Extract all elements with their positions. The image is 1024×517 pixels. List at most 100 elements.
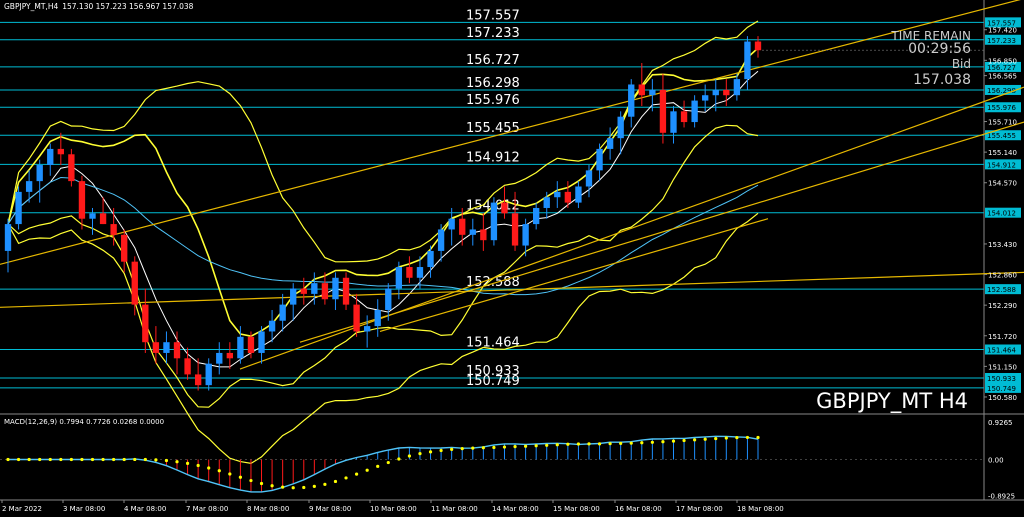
candle-body [363, 326, 371, 332]
macd-signal-dot [439, 448, 443, 453]
macd-signal-dot [217, 469, 221, 473]
candle-body [321, 283, 329, 300]
macd-signal-dot [745, 435, 750, 440]
macd-signal-dot [249, 478, 253, 483]
candle-body [416, 267, 424, 278]
level-value-label: 157.233 [466, 26, 520, 41]
macd-signal-dot [650, 440, 654, 444]
level-price-box [985, 61, 1021, 72]
candle-body [511, 213, 519, 246]
x-tick-label: 16 Mar 08:00 [615, 505, 662, 513]
macd-signal-dot [756, 435, 760, 440]
macd-signal-dot [418, 452, 422, 456]
x-tick-label: 18 Mar 08:00 [737, 505, 784, 513]
candle-body [406, 267, 413, 278]
macd-signal-dot [101, 457, 105, 462]
trend-line [0, 271, 1024, 308]
macd-signal-dot [703, 437, 707, 441]
macd-signal-dot [185, 461, 190, 465]
y-tick-label: 152.860 [988, 272, 1017, 280]
macd-signal-dot [281, 485, 285, 489]
macd-signal-dot [735, 436, 739, 440]
symbol-label: GBPJPY_MT,H4 157.130 157.223 156.967 157.… [4, 2, 194, 11]
candle-body [628, 84, 635, 117]
candle-body [617, 116, 624, 139]
candle-body [152, 342, 160, 353]
level-price-box [985, 382, 1021, 393]
candle-body [47, 148, 54, 166]
macd-signal-dot [545, 443, 549, 447]
candle-body [522, 224, 529, 246]
level-price-box [985, 207, 1021, 218]
macd-signal-dot [291, 486, 295, 490]
x-tick-label: 2 Mar 2022 [2, 505, 42, 513]
candle-body [258, 331, 265, 353]
macd-signal-dot [566, 442, 570, 446]
candle-body [131, 261, 138, 305]
y-tick-label: 155.140 [988, 149, 1017, 157]
level-price-box-label: 155.455 [987, 132, 1016, 140]
candle-body [702, 95, 709, 101]
candles [4, 36, 984, 391]
x-tick-label: 7 Mar 08:00 [186, 505, 228, 513]
candle-body [670, 111, 677, 133]
macd-signal-dot [207, 466, 211, 470]
candle-body [342, 277, 350, 305]
macd-signal-dot [344, 476, 348, 480]
level-price-box [985, 373, 1021, 384]
macd-signal-dot [302, 485, 306, 490]
macd-signal-dot [59, 457, 63, 462]
macd-signal-dot [671, 439, 676, 443]
trend-line [0, 0, 1021, 265]
candle-body [459, 218, 466, 235]
level-price-box [985, 84, 1021, 95]
candle-body [247, 336, 255, 353]
y-tick-label: 152.290 [988, 302, 1017, 310]
candle-body [99, 213, 107, 225]
candle-body [395, 267, 403, 289]
candle-body [554, 191, 561, 198]
candle-body [564, 191, 572, 203]
level-value-label: 154.912 [466, 150, 520, 165]
macd-main-line [8, 435, 759, 493]
candle-body [385, 288, 392, 310]
candle-body [194, 374, 202, 386]
x-tick-label: 9 Mar 08:00 [309, 505, 351, 513]
candle-body [4, 224, 12, 251]
macd-signal-dot [90, 457, 95, 462]
level-value-label: 157.557 [466, 8, 520, 23]
macd-y-tick-label: 0.00 [988, 457, 1004, 465]
candle-body [78, 181, 86, 219]
time-remain-value: 00:29:56 [908, 41, 971, 57]
macd-signal-dot [164, 458, 169, 463]
macd-signal-dot [143, 457, 147, 462]
candle-body [543, 197, 550, 208]
candle-body [279, 304, 286, 321]
level-price-box-label: 154.912 [987, 161, 1016, 169]
y-tick-label: 157.420 [988, 27, 1017, 35]
candle-body [490, 202, 498, 241]
level-price-box [985, 34, 1021, 45]
macd-signal-dot [38, 457, 42, 462]
macd-signal-dot [587, 442, 591, 446]
y-tick-label: 156.565 [988, 73, 1017, 81]
candle-body [437, 229, 445, 251]
level-price-box-label: 157.557 [987, 19, 1016, 27]
x-tick-label: 4 Mar 08:00 [124, 505, 166, 513]
macd-signal-dot [175, 460, 179, 464]
macd-signal-dot [693, 438, 697, 442]
candle-body [575, 186, 582, 203]
x-tick-label: 11 Mar 08:00 [431, 505, 478, 513]
macd-signal-dot [714, 436, 718, 441]
candle-body [216, 352, 223, 364]
candle-body [226, 352, 233, 359]
axes: 157.420 156.850 156.565 155.710 155.140 154.5… [1, 27, 1017, 513]
candle-body [680, 111, 688, 123]
grid-layer [0, 0, 1024, 501]
macd-signal-dot [576, 442, 581, 446]
macd-signal-dot [48, 457, 52, 462]
y-tick-label: 150.580 [988, 394, 1017, 402]
x-tick-label: 15 Mar 08:00 [553, 505, 600, 513]
candle-body [121, 234, 128, 262]
